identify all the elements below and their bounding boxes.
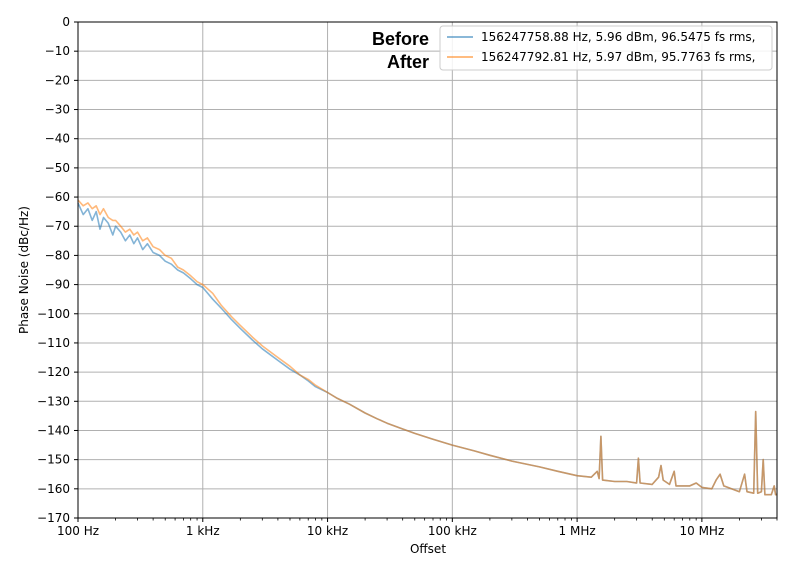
y-tick-label: −140 bbox=[37, 423, 70, 437]
y-tick-label: −150 bbox=[37, 453, 70, 467]
x-tick-label: 100 kHz bbox=[428, 524, 477, 538]
y-tick-label: −10 bbox=[45, 44, 70, 58]
y-tick-label: −160 bbox=[37, 482, 70, 496]
legend-label-before: 156247758.88 Hz, 5.96 dBm, 96.5475 fs rm… bbox=[481, 30, 755, 44]
x-tick-label: 1 kHz bbox=[186, 524, 220, 538]
annotation-after: After bbox=[387, 52, 429, 72]
y-axis-label: Phase Noise (dBc/Hz) bbox=[17, 206, 31, 334]
y-tick-label: −60 bbox=[45, 190, 70, 204]
y-tick-label: −100 bbox=[37, 307, 70, 321]
y-tick-label: −130 bbox=[37, 394, 70, 408]
annotation-before: Before bbox=[372, 29, 429, 49]
x-tick-label: 1 MHz bbox=[559, 524, 596, 538]
y-tick-label: −80 bbox=[45, 248, 70, 262]
series-layer bbox=[77, 199, 777, 496]
x-axis-label: Offset bbox=[410, 542, 446, 556]
legend-box bbox=[439, 25, 773, 71]
legend: 156247758.88 Hz, 5.96 dBm, 96.5475 fs rm… bbox=[439, 25, 773, 71]
y-tick-label: −50 bbox=[45, 161, 70, 175]
y-tick-label: −20 bbox=[45, 73, 70, 87]
x-axis-ticks: 100 Hz 1 kHz 10 kHz 100 kHz 1 MHz 10 MHz bbox=[57, 518, 724, 538]
x-tick-label: 100 Hz bbox=[57, 524, 99, 538]
y-tick-label: −90 bbox=[45, 278, 70, 292]
y-axis-ticks: 0 −10 −20 −30 −40 −50 −60 −70 −80 −90 −100 −110 −120… bbox=[37, 15, 78, 525]
x-tick-label: 10 MHz bbox=[679, 524, 724, 538]
y-tick-label: −170 bbox=[37, 511, 70, 525]
y-tick-label: 0 bbox=[62, 15, 70, 29]
y-tick-label: −110 bbox=[37, 336, 70, 350]
series-after-line bbox=[77, 199, 777, 496]
plot-frame bbox=[77, 21, 778, 519]
y-tick-label: −30 bbox=[45, 103, 70, 117]
x-tick-label: 10 kHz bbox=[307, 524, 348, 538]
y-tick-label: −120 bbox=[37, 365, 70, 379]
legend-label-after: 156247792.81 Hz, 5.97 dBm, 95.7763 fs rm… bbox=[481, 50, 755, 64]
y-tick-label: −70 bbox=[45, 219, 70, 233]
y-tick-label: −40 bbox=[45, 132, 70, 146]
